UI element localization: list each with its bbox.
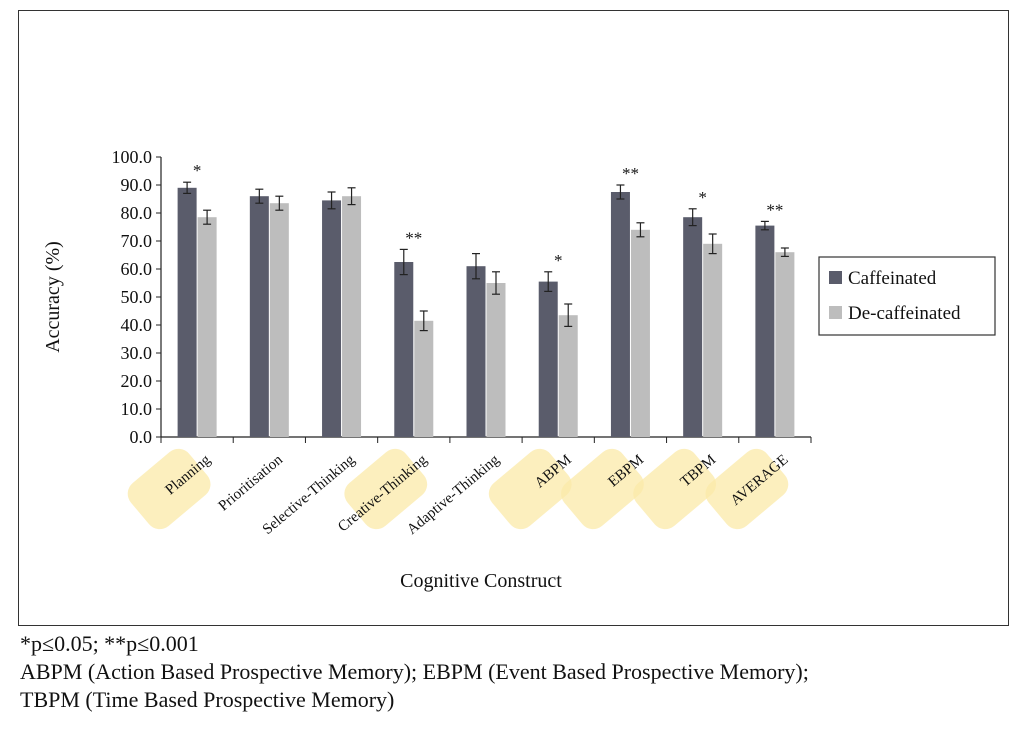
y-tick-label: 30.0 <box>121 343 153 363</box>
legend-swatch-decaffeinated <box>829 306 842 319</box>
bar-decaffeinated <box>342 196 362 437</box>
bar-caffeinated <box>755 225 775 437</box>
bar-caffeinated <box>322 200 342 437</box>
y-tick-label: 90.0 <box>121 175 153 195</box>
abbreviation-note-1: ABPM (Action Based Prospective Memory); … <box>20 659 809 684</box>
bar-caffeinated <box>683 217 703 437</box>
y-axis-title: Accuracy (%) <box>42 241 64 353</box>
chart-frame: 0.0 10.0 20.0 30.0 40.0 50.0 60.0 70.0 80.0 90.0 1… <box>18 10 1009 626</box>
label-highlight <box>127 448 211 530</box>
bar-decaffeinated <box>197 217 217 437</box>
legend-label-decaffeinated: De-caffeinated <box>848 303 961 324</box>
significance-marker: ** <box>622 164 639 183</box>
y-tick-label: 80.0 <box>121 203 153 223</box>
bar-caffeinated <box>538 281 558 437</box>
bar-decaffeinated <box>775 252 795 437</box>
bar-caffeinated <box>466 266 486 437</box>
bar-decaffeinated <box>269 203 289 437</box>
significance-marker: ** <box>405 228 422 247</box>
significance-marker: ** <box>766 200 783 219</box>
x-axis-title: Cognitive Construct <box>400 570 562 592</box>
label-highlight <box>561 448 644 530</box>
label-highlight <box>633 448 717 530</box>
label-highlight <box>705 448 789 530</box>
y-tick-label: 10.0 <box>121 399 153 419</box>
legend: Caffeinated De-caffeinated <box>818 256 996 336</box>
bars-layer <box>177 181 795 437</box>
abbreviation-note-2: TBPM (Time Based Prospective Memory) <box>20 687 395 712</box>
significance-marker: * <box>554 251 563 270</box>
bar-caffeinated <box>177 187 197 437</box>
y-tick-label: 60.0 <box>121 259 153 279</box>
bar-chart: 0.0 10.0 20.0 30.0 40.0 50.0 60.0 70.0 80.0 90.0 1… <box>42 147 996 592</box>
bar-decaffeinated <box>486 283 506 437</box>
significance-note: *p≤0.05; **p≤0.001 <box>20 631 199 656</box>
y-tick-label: 50.0 <box>121 287 153 307</box>
legend-box <box>818 256 996 336</box>
x-tick-label: Prioritisation <box>216 451 287 514</box>
y-tick-label: 40.0 <box>121 315 153 335</box>
legend-swatch-caffeinated <box>829 271 842 284</box>
label-highlight <box>344 448 428 530</box>
bar-decaffeinated <box>630 229 650 437</box>
y-tick-label: 20.0 <box>121 371 153 391</box>
significance-marker: * <box>193 161 202 180</box>
bar-decaffeinated <box>558 315 578 437</box>
axes: 0.0 10.0 20.0 30.0 40.0 50.0 60.0 70.0 80.0 90.0 1… <box>112 147 812 447</box>
legend-label-caffeinated: Caffeinated <box>848 268 937 289</box>
significance-marker: * <box>698 188 707 207</box>
label-highlight <box>488 448 572 530</box>
bar-decaffeinated <box>414 320 434 437</box>
bar-caffeinated <box>249 196 269 437</box>
y-tick-label: 0.0 <box>130 427 153 447</box>
y-tick-label: 70.0 <box>121 231 153 251</box>
bar-caffeinated <box>610 192 630 437</box>
bar-decaffeinated <box>703 243 723 437</box>
bar-caffeinated <box>394 262 414 437</box>
footnotes: *p≤0.05; **p≤0.001 ABPM (Action Based Pr… <box>20 630 1010 714</box>
highlight-layer <box>127 448 789 530</box>
y-tick-label: 100.0 <box>112 147 153 167</box>
